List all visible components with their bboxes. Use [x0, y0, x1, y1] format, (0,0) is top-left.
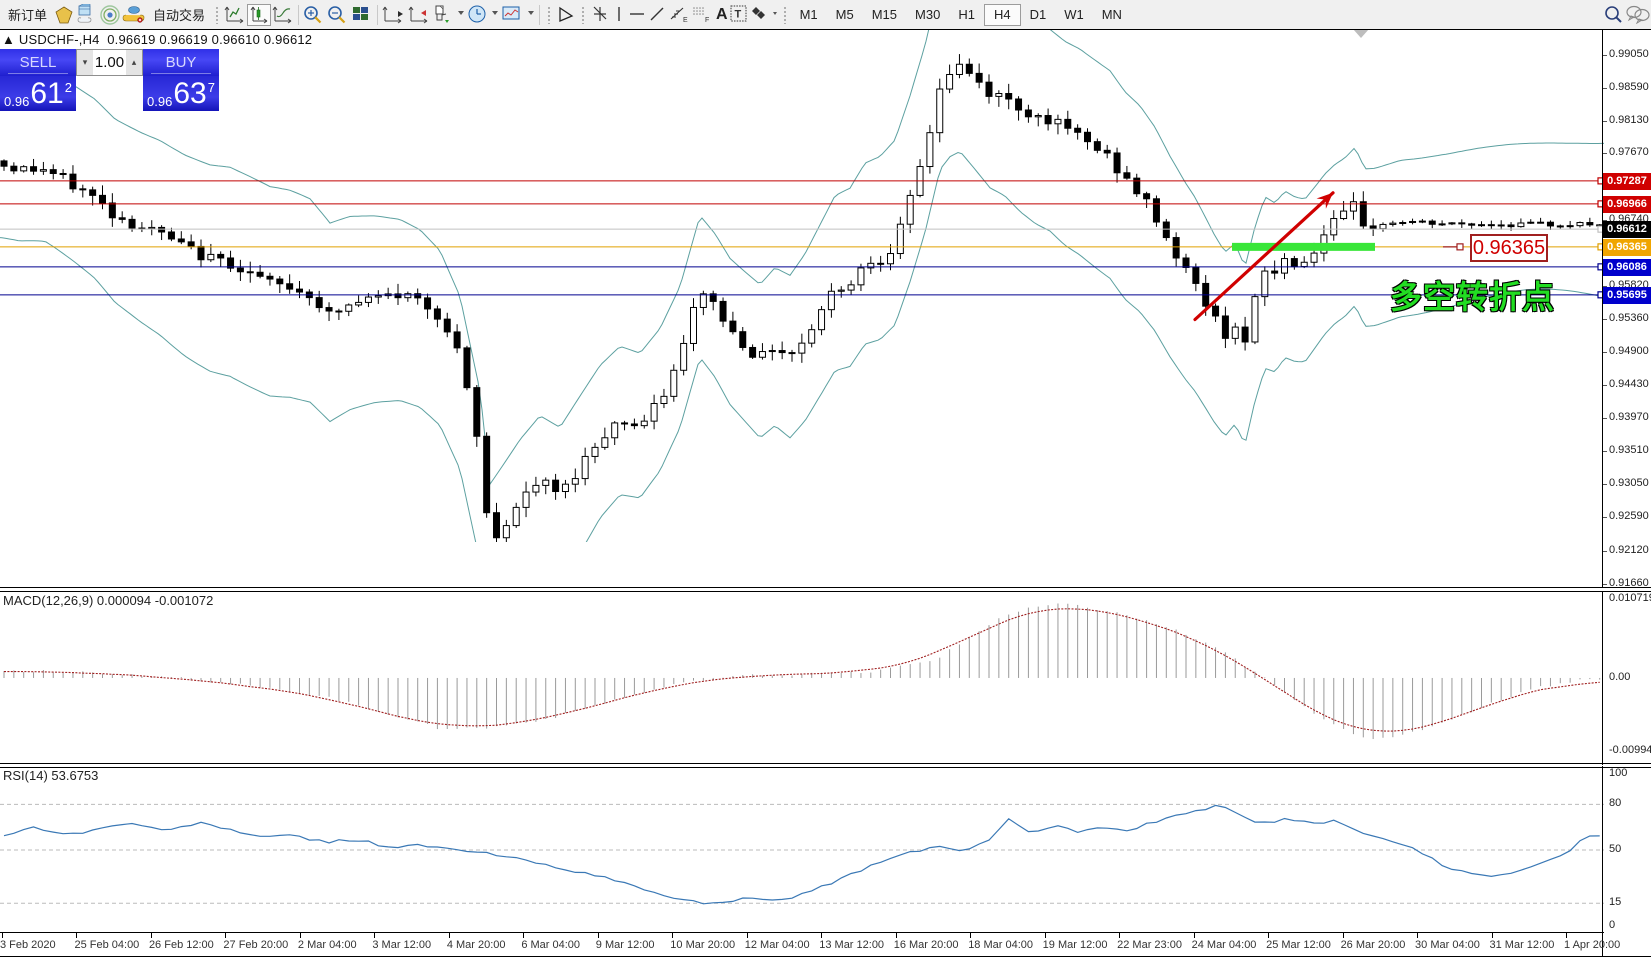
svg-text:T: T — [734, 9, 741, 21]
svg-text:F: F — [705, 17, 709, 24]
svg-text:E: E — [683, 17, 688, 24]
